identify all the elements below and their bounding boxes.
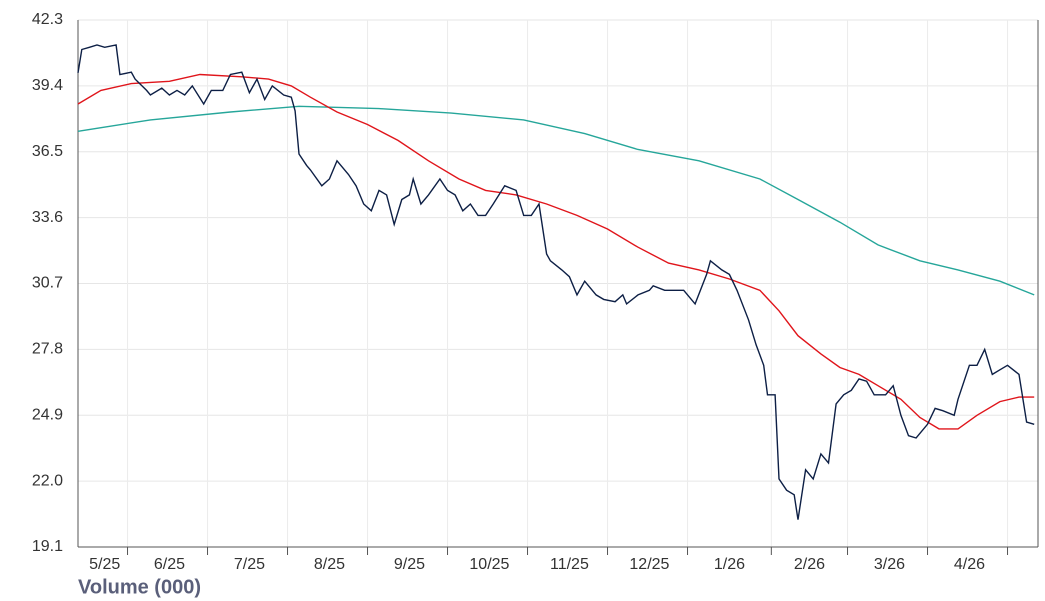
x-tick-label: 11/25	[550, 556, 589, 573]
y-tick-label: 36.5	[32, 143, 63, 160]
volume-label: Volume (000)	[78, 576, 201, 598]
x-tick-label: 12/25	[629, 556, 669, 573]
price-line	[77, 73, 1035, 430]
x-tick-label: 3/26	[874, 556, 905, 573]
y-tick-label: 22.0	[32, 472, 63, 489]
y-tick-label: 42.3	[32, 11, 63, 28]
y-tick-label: 39.4	[32, 77, 63, 94]
x-tick-label: 7/25	[234, 556, 265, 573]
y-tick-label: 30.7	[32, 275, 63, 292]
x-tick-label: 4/26	[954, 556, 985, 573]
x-tick-label: 6/25	[154, 556, 185, 573]
x-tick-label: 9/25	[394, 556, 425, 573]
x-tick-label: 10/25	[469, 556, 509, 573]
y-tick-label: 24.9	[32, 406, 63, 423]
price-line	[77, 105, 1035, 296]
y-tick-label: 19.1	[32, 538, 63, 555]
y-tick-label: 27.8	[32, 341, 63, 358]
y-tick-label: 33.6	[32, 209, 63, 226]
x-tick-label: 2/26	[794, 556, 825, 573]
x-tick-label: 5/25	[89, 556, 120, 573]
x-tick-label: 1/26	[714, 556, 745, 573]
price-line	[77, 44, 1035, 520]
x-tick-label: 8/25	[314, 556, 345, 573]
